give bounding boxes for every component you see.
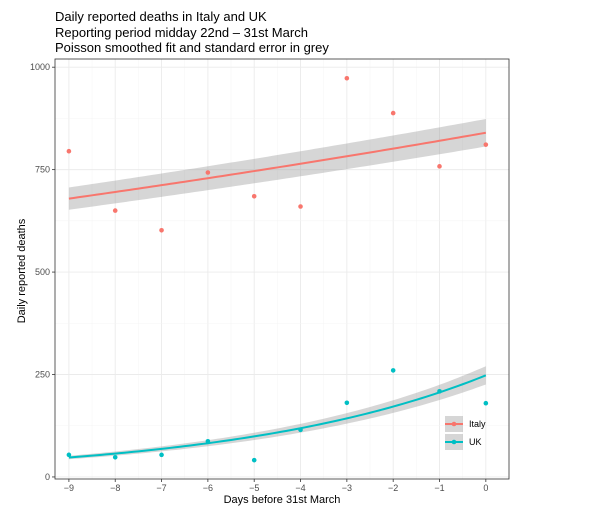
data-point-italy [159, 227, 164, 233]
chart-title: Daily reported deaths in Italy and UK [55, 9, 267, 24]
fit-line-italy [68, 131, 487, 200]
data-point-italy [298, 204, 303, 209]
x-tick-label: −8 [110, 483, 120, 493]
data-point-italy [251, 193, 257, 199]
data-point-uk [298, 427, 303, 433]
se-bands [68, 118, 486, 460]
y-tick-label: 500 [35, 267, 50, 277]
y-tick-label: 250 [35, 370, 50, 380]
x-tick-label: −5 [249, 483, 259, 493]
panel-border [54, 58, 510, 480]
y-tick-label: 750 [35, 165, 50, 175]
legend-key-point-uk [451, 439, 457, 445]
se-band-italy [68, 118, 486, 210]
x-tick-label: −2 [388, 483, 398, 493]
data-point-uk [483, 400, 489, 406]
x-tick-label: −6 [203, 483, 213, 493]
y-axis-ticks: 0 250 500 750 1000 [30, 62, 55, 482]
x-tick-label: −4 [295, 483, 305, 493]
legend-key-point-italy [451, 421, 457, 427]
data-point-italy [66, 148, 72, 154]
y-tick-label: 0 [45, 472, 50, 482]
x-tick-label: −9 [64, 483, 74, 493]
data-point-italy [390, 110, 396, 116]
data-point-italy [437, 164, 442, 169]
data-point-uk [344, 400, 350, 406]
legend: Italy UK [445, 416, 486, 450]
data-point-italy [112, 208, 118, 213]
data-point-italy [205, 170, 211, 175]
data-point-uk [66, 452, 72, 458]
x-axis-ticks: −9 −8 −7 −6 −5 −4 −3 −2 −1 0 [64, 479, 488, 493]
data-point-uk [390, 368, 396, 373]
y-tick-label: 1000 [30, 62, 50, 72]
x-axis-label: Days before 31st March [224, 494, 341, 506]
data-points [66, 75, 489, 463]
data-point-uk [159, 452, 164, 458]
grid [55, 59, 509, 479]
fit-line-uk [68, 374, 487, 459]
x-tick-label: −7 [156, 483, 166, 493]
x-tick-label: 0 [483, 483, 488, 493]
data-point-italy [483, 142, 489, 147]
legend-label-italy: Italy [469, 419, 486, 429]
x-tick-label: −1 [434, 483, 444, 493]
data-point-uk [205, 439, 211, 444]
x-tick-label: −3 [342, 483, 352, 493]
y-axis-label: Daily reported deaths [16, 218, 28, 323]
legend-label-uk: UK [469, 437, 482, 447]
data-point-uk [112, 454, 118, 460]
chart-subtitle-1: Reporting period midday 22nd – 31st Marc… [55, 25, 308, 40]
fit-lines [68, 131, 487, 459]
data-point-uk [251, 457, 257, 463]
chart-subtitle-2: Poisson smoothed fit and standard error … [55, 40, 329, 55]
data-point-italy [344, 75, 350, 81]
data-point-uk [437, 389, 442, 394]
